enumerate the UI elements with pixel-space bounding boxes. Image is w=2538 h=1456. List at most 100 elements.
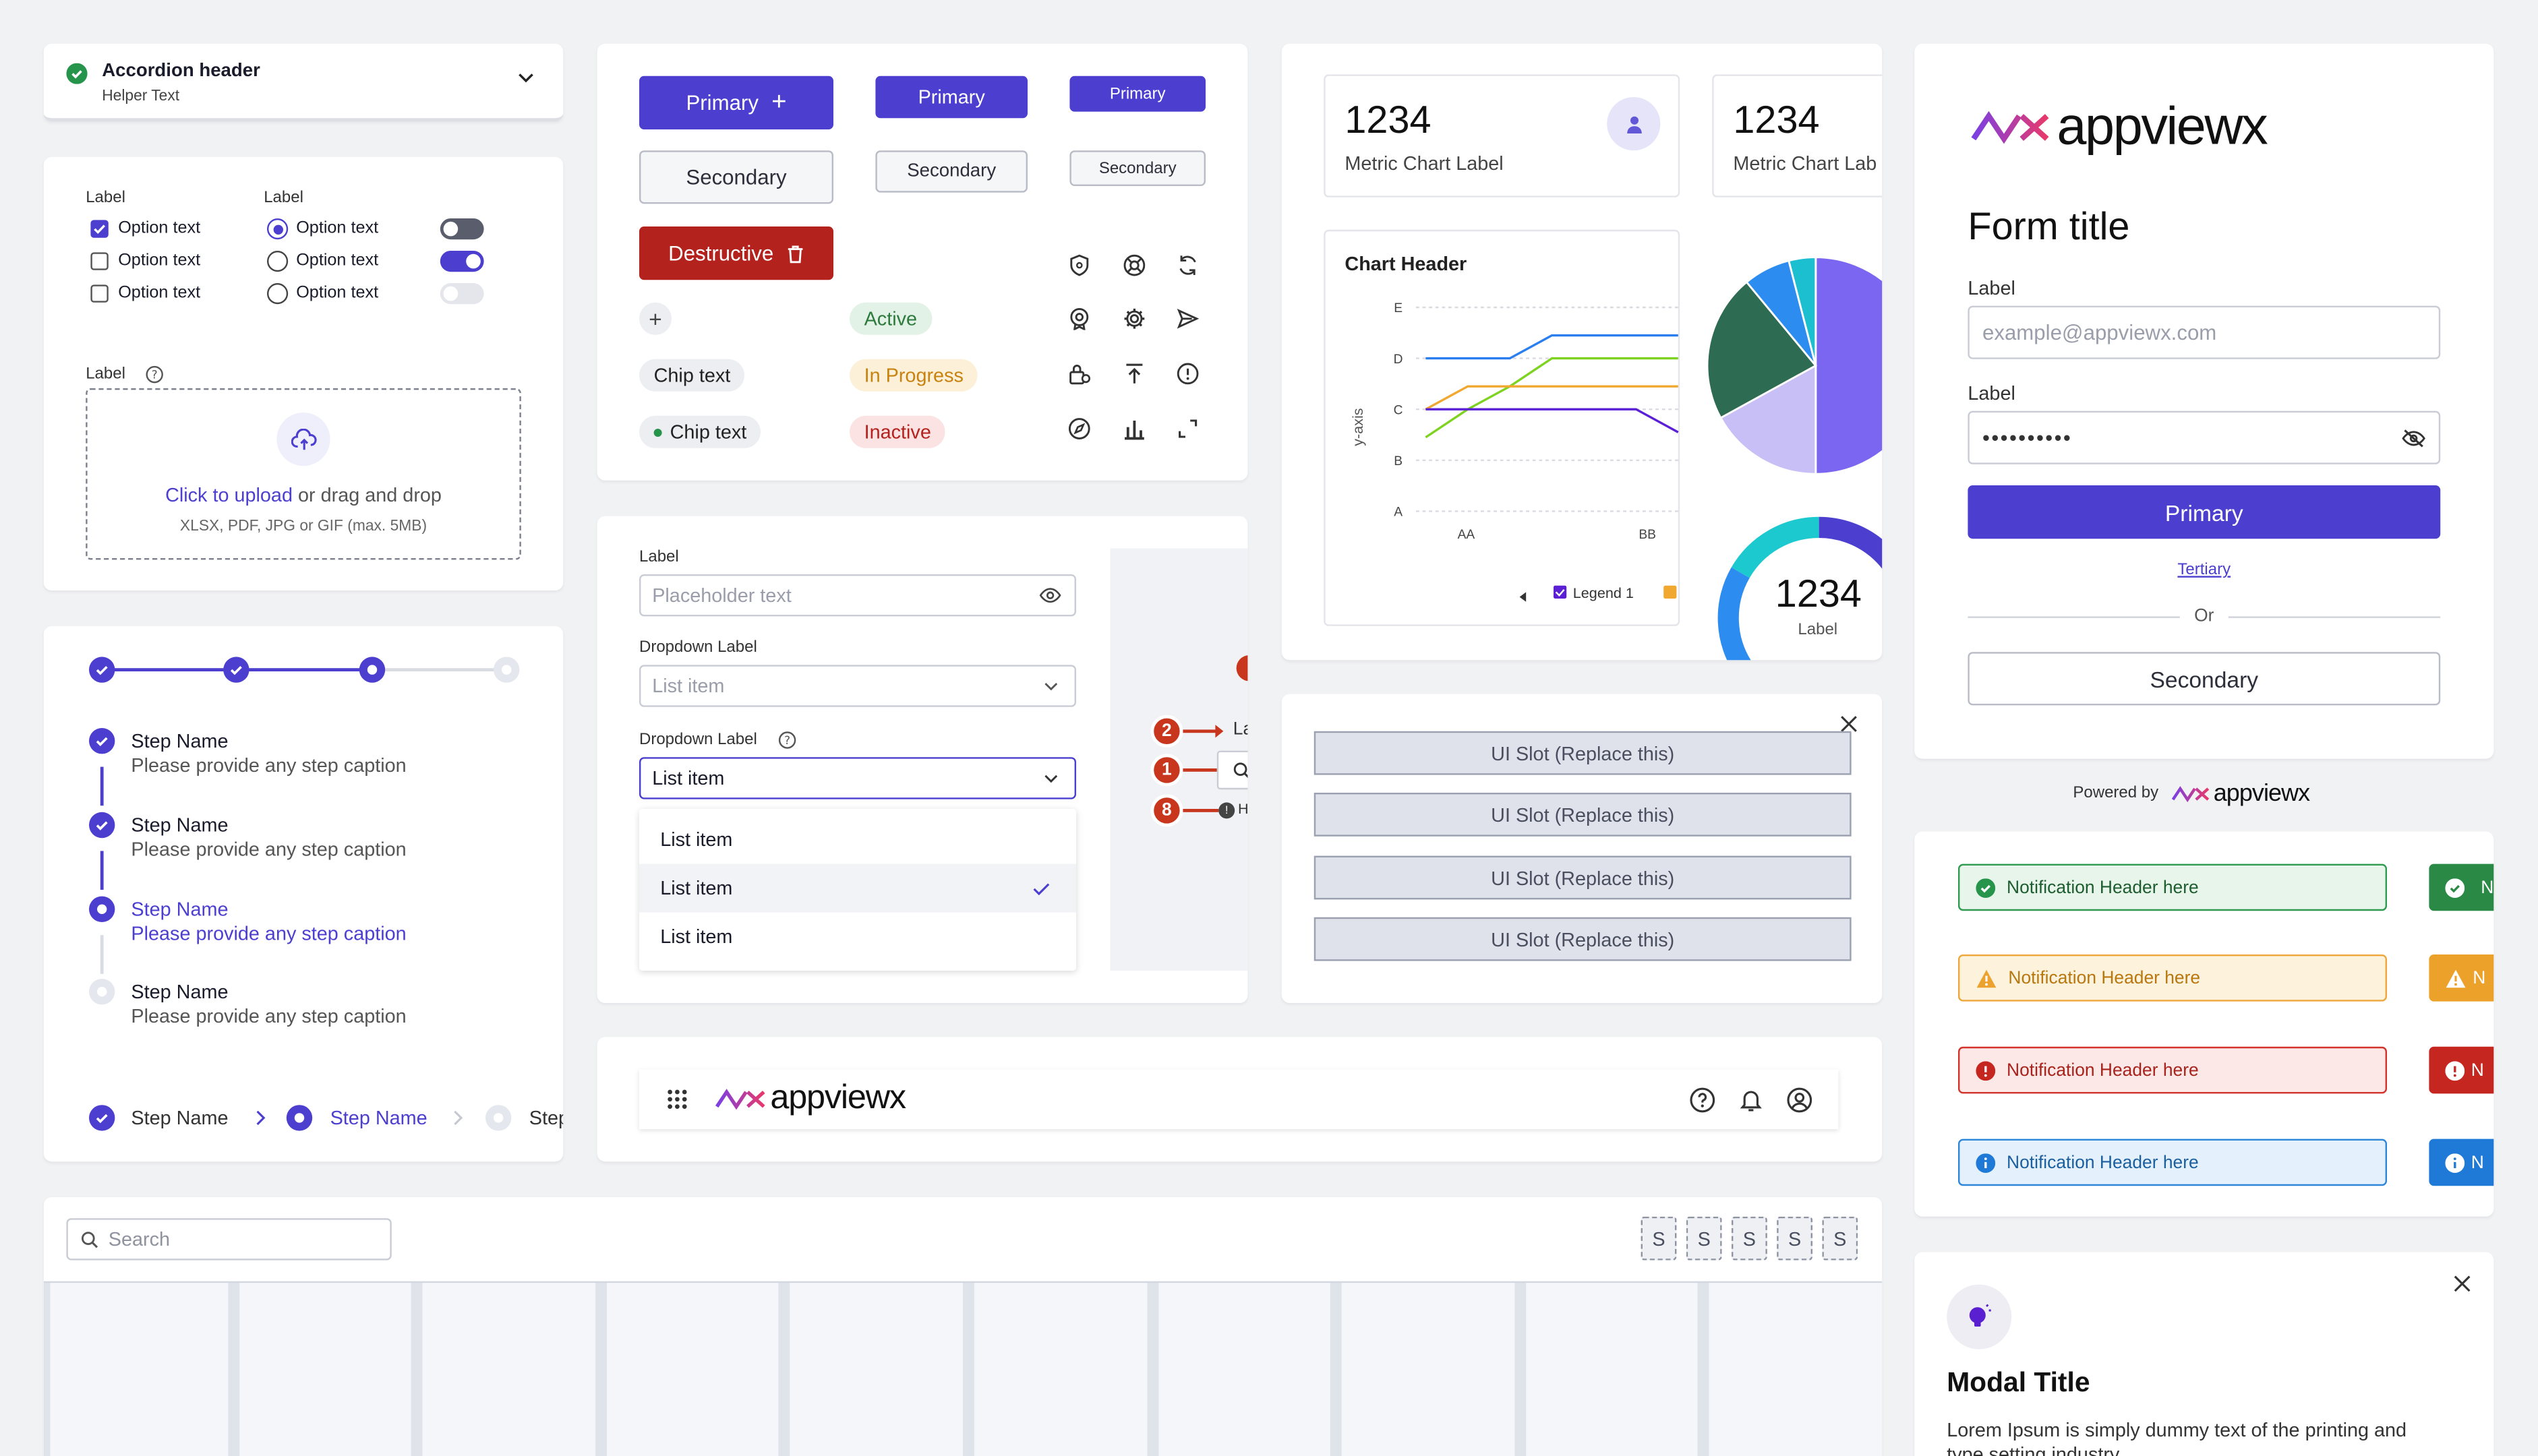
help-icon[interactable]: ?: [146, 365, 163, 384]
breadcrumb-step-name[interactable]: Step Name: [131, 1106, 229, 1130]
dropdown-select-open[interactable]: List item: [639, 757, 1077, 799]
help-icon[interactable]: ?: [778, 731, 796, 749]
callout-arrow: [1215, 725, 1224, 738]
vertical-step-done[interactable]: [89, 812, 115, 839]
callout-marker: 8: [1150, 794, 1183, 827]
dropdown-select[interactable]: List item: [639, 665, 1077, 707]
dropdown-option[interactable]: List item: [660, 828, 733, 851]
shield-icon[interactable]: [1068, 254, 1091, 277]
metric-tile: 1234 Metric Chart Lab: [1712, 74, 1883, 198]
size-option[interactable]: S: [1777, 1216, 1812, 1261]
secondary-button-large[interactable]: Secondary: [639, 150, 833, 204]
send-icon[interactable]: [1177, 307, 1200, 330]
radio-unselected[interactable]: [267, 251, 289, 272]
eye-icon[interactable]: [1039, 586, 1062, 605]
y-tick-label: C: [1394, 403, 1403, 417]
pie-slice: [1814, 256, 1883, 475]
eye-off-icon[interactable]: [2402, 429, 2426, 448]
horizontal-step-done[interactable]: [89, 657, 115, 683]
breadcrumb-step-current[interactable]: [286, 1105, 313, 1131]
radio-option: Option text: [296, 218, 379, 238]
secondary-button-medium[interactable]: Secondary: [875, 150, 1028, 193]
toggle-on[interactable]: [440, 251, 484, 272]
breadcrumb-step-name[interactable]: Step: [529, 1106, 563, 1130]
radio-unselected[interactable]: [267, 283, 289, 305]
horizontal-step-done[interactable]: [223, 657, 249, 683]
size-option[interactable]: S: [1822, 1216, 1858, 1261]
chevron-down-icon[interactable]: [517, 68, 536, 88]
file-upload-dropzone[interactable]: Click to upload or drag and drop XLSX, P…: [86, 388, 521, 560]
bar-chart-icon[interactable]: [1123, 417, 1146, 440]
close-icon[interactable]: [2453, 1275, 2471, 1292]
close-icon[interactable]: [1840, 715, 1858, 733]
chip-with-dot[interactable]: Chip text: [639, 415, 761, 448]
legend-check: [1555, 589, 1565, 597]
lifebuoy-icon[interactable]: [1123, 254, 1146, 277]
size-option[interactable]: S: [1686, 1216, 1722, 1261]
refresh-icon[interactable]: [1177, 254, 1200, 277]
checkbox-unchecked[interactable]: [90, 284, 109, 303]
notification-info: Notification Header here: [1958, 1139, 2388, 1186]
metric-label: Metric Chart Label: [1345, 152, 1504, 175]
badge-icon[interactable]: [1068, 307, 1091, 330]
svg-text:?: ?: [784, 733, 790, 747]
vertical-step-todo[interactable]: [89, 979, 115, 1005]
horizontal-step-todo[interactable]: [494, 657, 520, 683]
gear-icon[interactable]: [1123, 307, 1146, 330]
bell-icon[interactable]: [1738, 1087, 1764, 1113]
compass-icon[interactable]: [1068, 417, 1091, 440]
primary-button-small[interactable]: Primary: [1069, 75, 1206, 112]
destructive-button[interactable]: Destructive: [639, 226, 833, 280]
help-circle-icon[interactable]: [1690, 1087, 1715, 1113]
breadcrumb-step-name-current[interactable]: Step Name: [330, 1106, 427, 1130]
login-primary-button[interactable]: Primary: [1968, 485, 2441, 539]
chip[interactable]: Chip text: [639, 359, 745, 392]
app-grid-icon[interactable]: [667, 1089, 688, 1110]
size-option[interactable]: S: [1732, 1216, 1767, 1261]
accordion[interactable]: Accordion header Helper Text: [43, 43, 564, 121]
primary-button-medium[interactable]: Primary: [875, 75, 1028, 119]
check-circle-icon: [2445, 878, 2465, 897]
add-chip-button[interactable]: +: [639, 302, 672, 335]
breadcrumb-step-done[interactable]: [89, 1105, 115, 1131]
warning-icon: [1976, 969, 1997, 987]
toggle-disabled[interactable]: [440, 283, 484, 305]
password-field[interactable]: ••••••••••: [1968, 411, 2441, 464]
dropdown-option-selected[interactable]: List item: [639, 863, 1077, 913]
toggle-off[interactable]: [440, 218, 484, 240]
brand-logo[interactable]: appviewx: [715, 1079, 906, 1118]
login-secondary-button[interactable]: Secondary: [1968, 652, 2441, 706]
donut-chart: [1717, 516, 1883, 661]
alert-circle-icon[interactable]: [1177, 363, 1200, 386]
stepper-card: Step Name Please provide any step captio…: [43, 626, 564, 1162]
lock-user-icon[interactable]: [1068, 363, 1091, 386]
callout-marker: 2: [1150, 715, 1183, 748]
upload-link[interactable]: Click to upload: [165, 483, 293, 507]
email-field[interactable]: example@appviewx.com: [1968, 305, 2441, 359]
upload-arrow-icon[interactable]: [1123, 363, 1146, 386]
horizontal-step-current[interactable]: [359, 657, 386, 683]
divider-left: [1968, 616, 2180, 618]
plus-icon: +: [771, 88, 787, 116]
size-option[interactable]: S: [1641, 1216, 1677, 1261]
upload-formats: XLSX, PDF, JPG or GIF (max. 5MB): [179, 518, 427, 536]
checkbox-checked[interactable]: [90, 220, 109, 238]
vertical-step-current[interactable]: [89, 896, 115, 922]
radio-selected[interactable]: [267, 218, 289, 240]
expand-icon[interactable]: [1177, 417, 1200, 440]
secondary-button-small[interactable]: Secondary: [1069, 150, 1206, 186]
powered-by: Powered by appviewx: [2073, 779, 2310, 808]
donut-segment: [1731, 516, 1820, 578]
checkbox-option: Option text: [118, 251, 201, 270]
step-name: Step Name: [131, 814, 229, 837]
user-circle-icon[interactable]: [1787, 1087, 1812, 1113]
checkbox-unchecked[interactable]: [90, 252, 109, 270]
breadcrumb-step-todo[interactable]: [485, 1105, 512, 1131]
vertical-step-done[interactable]: [89, 728, 115, 754]
primary-button-large[interactable]: Primary +: [639, 75, 833, 129]
search-input[interactable]: Search: [66, 1218, 392, 1261]
tertiary-link[interactable]: Tertiary: [2177, 561, 2231, 580]
password-field[interactable]: Placeholder text: [639, 574, 1077, 617]
email-label: Label: [1968, 276, 2015, 300]
dropdown-option[interactable]: List item: [660, 925, 733, 948]
